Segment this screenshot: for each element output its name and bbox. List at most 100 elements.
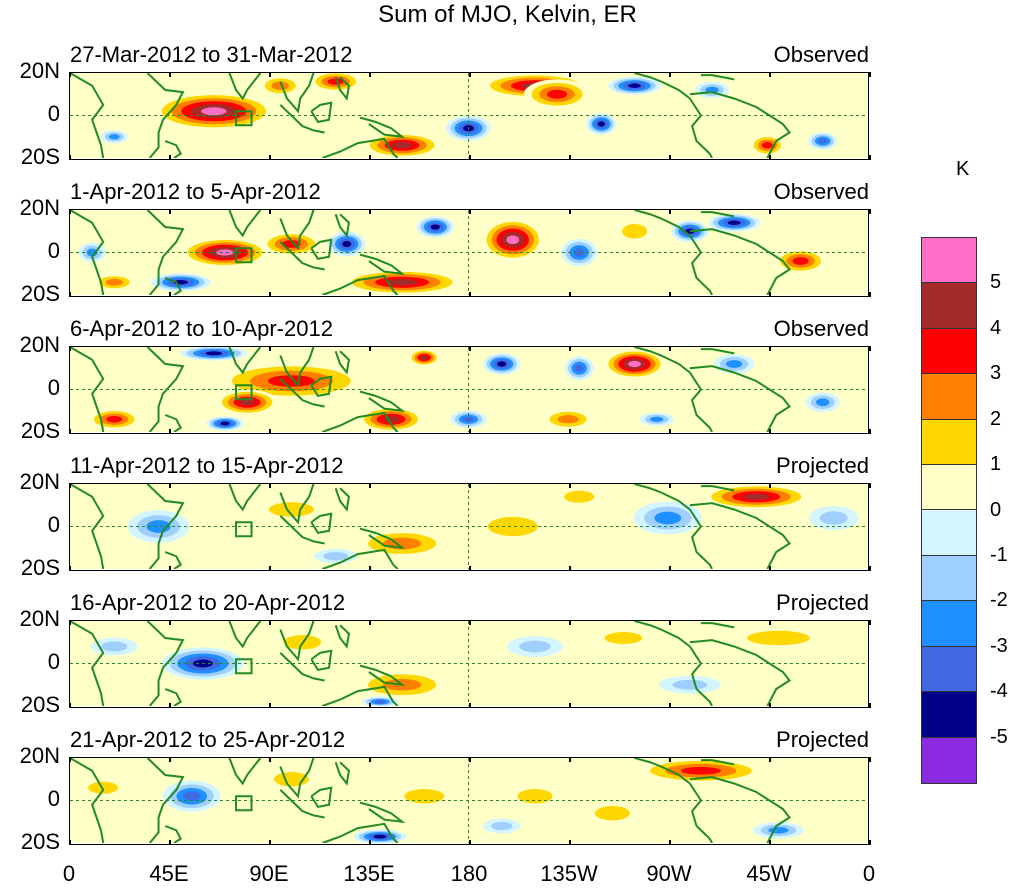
x-tick-mark xyxy=(769,840,771,845)
contour-band xyxy=(205,351,223,356)
contour-band xyxy=(430,224,440,230)
coastline xyxy=(689,97,713,158)
anomaly-feature xyxy=(74,239,110,266)
contour-band xyxy=(342,240,352,248)
x-tick-mark xyxy=(269,757,271,762)
x-tick-mark xyxy=(69,757,71,762)
x-tick-mark xyxy=(469,566,471,571)
coastline xyxy=(700,74,735,81)
panel-status-label: Observed xyxy=(773,42,869,67)
anomaly-feature xyxy=(541,408,595,430)
y-tick-label: 20S xyxy=(20,281,60,306)
contour-band xyxy=(742,493,770,500)
coastline xyxy=(146,210,185,295)
coastline xyxy=(700,348,735,355)
x-tick-mark xyxy=(269,209,271,214)
coastline xyxy=(359,801,406,824)
coastline xyxy=(164,277,183,295)
map-panel-3: 6-Apr-2012 to 10-Apr-2012 Observed 20N 0 20S xyxy=(0,317,900,456)
coastline xyxy=(359,253,406,276)
x-tick-mark xyxy=(669,566,671,571)
contour-band xyxy=(271,81,290,90)
coastline xyxy=(164,825,183,843)
anomaly-feature xyxy=(357,406,425,432)
contour-band xyxy=(547,89,568,99)
coastline xyxy=(146,758,185,843)
contour-band xyxy=(105,278,123,286)
x-tick-mark xyxy=(69,346,71,351)
anomaly-feature xyxy=(700,484,812,510)
anomaly-feature xyxy=(92,273,137,291)
x-tick-mark xyxy=(69,840,71,845)
x-tick-label: 90W xyxy=(646,861,692,886)
colorbar-box xyxy=(922,374,976,420)
contour-band xyxy=(101,641,128,652)
x-tick-mark xyxy=(769,620,771,625)
panel-status-label: Projected xyxy=(776,727,869,752)
x-tick-mark xyxy=(569,72,571,77)
anomaly-feature xyxy=(634,410,679,428)
x-tick-mark xyxy=(669,155,671,160)
x-tick-mark xyxy=(569,155,571,160)
anomaly-field xyxy=(70,73,867,158)
x-tick-mark xyxy=(469,757,471,762)
colorbar-unit: K xyxy=(956,158,970,180)
anomaly-feature xyxy=(583,111,620,137)
coastline xyxy=(334,624,351,649)
x-tick-mark xyxy=(269,620,271,625)
x-tick-mark xyxy=(769,209,771,214)
x-tick-mark xyxy=(169,703,171,708)
anomaly-feature xyxy=(503,783,566,809)
coastline xyxy=(689,91,791,158)
coastline xyxy=(146,73,185,158)
anomaly-feature xyxy=(561,353,597,384)
x-tick-mark xyxy=(69,429,71,434)
anomaly-feature xyxy=(87,408,141,430)
region-box xyxy=(235,384,253,401)
anomaly-feature xyxy=(348,828,411,843)
coastline xyxy=(359,390,406,413)
colorbar-box xyxy=(922,238,976,284)
x-tick-mark xyxy=(569,757,571,762)
colorbar-box xyxy=(922,283,976,329)
x-tick-mark xyxy=(769,429,771,434)
x-tick-mark xyxy=(769,703,771,708)
coastline xyxy=(689,371,713,432)
contour-band xyxy=(726,360,743,368)
x-tick-mark xyxy=(469,483,471,488)
coastline xyxy=(334,487,351,512)
x-tick-mark xyxy=(369,346,371,351)
x-tick-mark xyxy=(869,209,871,214)
x-tick-mark xyxy=(869,292,871,297)
anomaly-feature xyxy=(388,783,460,809)
x-tick-mark xyxy=(369,429,371,434)
x-tick-mark xyxy=(869,620,871,625)
anomaly-feature xyxy=(76,777,130,799)
coastline xyxy=(634,347,691,374)
x-tick-mark xyxy=(369,292,371,297)
coastline xyxy=(279,378,325,408)
map-plot-area xyxy=(69,757,869,845)
x-tick-mark xyxy=(169,757,171,762)
map-panel-4: 11-Apr-2012 to 15-Apr-2012 Projected 20N 0 2… xyxy=(0,454,900,593)
anomaly-field xyxy=(70,621,867,706)
contour-band xyxy=(392,142,412,149)
colorbar-box xyxy=(922,737,976,783)
x-tick-mark xyxy=(269,429,271,434)
colorbar-label: 1 xyxy=(990,453,1002,476)
x-tick-mark xyxy=(569,703,571,708)
x-tick-label: 90E xyxy=(249,861,289,886)
x-tick-mark xyxy=(569,209,571,214)
x-tick-mark xyxy=(269,703,271,708)
x-tick-mark xyxy=(469,155,471,160)
contour-band xyxy=(573,248,585,257)
anomaly-feature xyxy=(634,758,768,784)
coastline xyxy=(359,527,406,550)
y-tick-label: 20N xyxy=(19,606,60,631)
x-tick-mark xyxy=(169,346,171,351)
colorbar-label: -2 xyxy=(990,589,1008,612)
y-tick-label: 20N xyxy=(19,743,60,768)
contour-band xyxy=(374,699,386,704)
x-tick-mark xyxy=(169,72,171,77)
contour-band xyxy=(239,399,255,406)
